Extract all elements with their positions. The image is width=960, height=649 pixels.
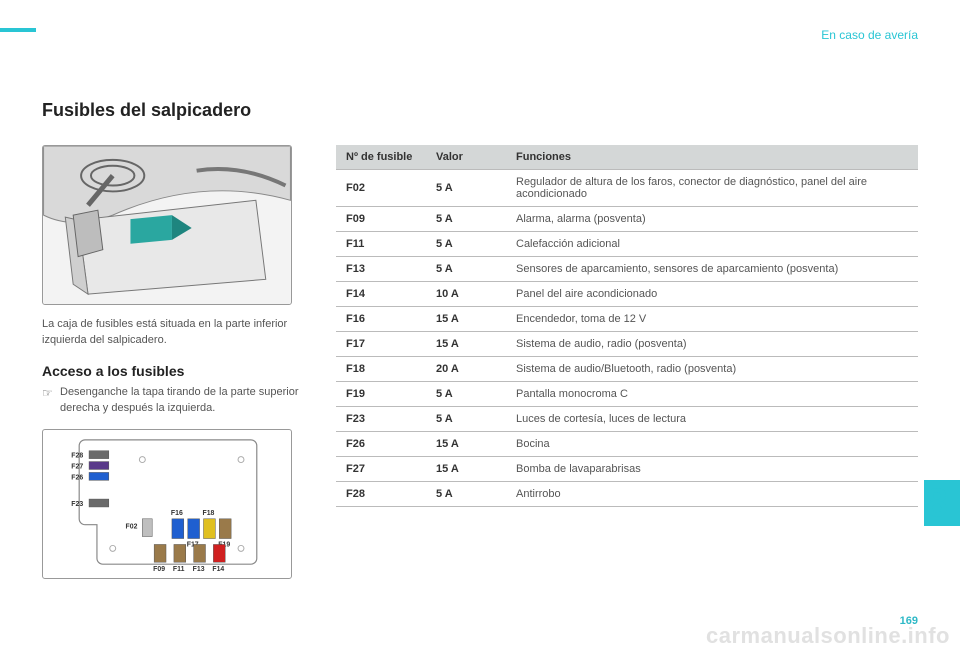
subheading-access: Acceso a los fusibles — [42, 363, 312, 379]
cell-func: Regulador de altura de los faros, conect… — [506, 170, 918, 207]
cell-func: Bocina — [506, 432, 918, 457]
cell-value: 10 A — [426, 282, 506, 307]
table-row: F1715 ASistema de audio, radio (posventa… — [336, 332, 918, 357]
cell-fuse: F17 — [336, 332, 426, 357]
table-row: F1615 AEncendedor, toma de 12 V — [336, 307, 918, 332]
svg-text:F28: F28 — [71, 452, 83, 459]
watermark: carmanualsonline.info — [706, 623, 950, 649]
table-row: F2715 ABomba de lavaparabrisas — [336, 457, 918, 482]
table-row: F1410 APanel del aire acondicionado — [336, 282, 918, 307]
cell-func: Alarma, alarma (posventa) — [506, 207, 918, 232]
th-fuse: Nº de fusible — [336, 145, 426, 170]
cell-func: Calefacción adicional — [506, 232, 918, 257]
svg-text:F11: F11 — [173, 566, 185, 573]
page-root: En caso de avería Fusibles del salpicade… — [0, 0, 960, 649]
cell-func: Pantalla monocroma C — [506, 382, 918, 407]
svg-text:F16: F16 — [171, 510, 183, 517]
cell-fuse: F11 — [336, 232, 426, 257]
fuse-table: Nº de fusible Valor Funciones F025 ARegu… — [336, 145, 918, 507]
table-row: F135 ASensores de aparcamiento, sensores… — [336, 257, 918, 282]
section-header: En caso de avería — [821, 28, 918, 42]
cell-fuse: F19 — [336, 382, 426, 407]
table-row: F285 AAntirrobo — [336, 482, 918, 507]
cell-fuse: F14 — [336, 282, 426, 307]
cell-value: 15 A — [426, 307, 506, 332]
chapter-number: 8 — [926, 480, 948, 526]
cell-value: 5 A — [426, 257, 506, 282]
cell-value: 5 A — [426, 407, 506, 432]
right-column: Nº de fusible Valor Funciones F025 ARegu… — [336, 145, 918, 579]
cell-func: Antirrobo — [506, 482, 918, 507]
cell-func: Sistema de audio, radio (posventa) — [506, 332, 918, 357]
svg-text:F26: F26 — [71, 474, 83, 481]
svg-text:F27: F27 — [71, 463, 83, 470]
table-row: F235 ALuces de cortesía, luces de lectur… — [336, 407, 918, 432]
cell-fuse: F23 — [336, 407, 426, 432]
svg-text:F13: F13 — [193, 566, 205, 573]
cell-fuse: F26 — [336, 432, 426, 457]
cell-func: Encendedor, toma de 12 V — [506, 307, 918, 332]
cell-value: 15 A — [426, 457, 506, 482]
cell-func: Bomba de lavaparabrisas — [506, 457, 918, 482]
cell-func: Luces de cortesía, luces de lectura — [506, 407, 918, 432]
cell-value: 15 A — [426, 332, 506, 357]
cell-fuse: F09 — [336, 207, 426, 232]
svg-text:F23: F23 — [71, 501, 83, 508]
edge-accent-bar — [0, 28, 36, 32]
illustration-caption: La caja de fusibles está situada en la p… — [42, 317, 312, 349]
cell-func: Sistema de audio/Bluetooth, radio (posve… — [506, 357, 918, 382]
cell-value: 5 A — [426, 170, 506, 207]
table-row: F025 ARegulador de altura de los faros, … — [336, 170, 918, 207]
fuse-layout-diagram: F28F27F26F23 F02 F16F17F18F19 F09F11F13F… — [42, 429, 292, 579]
table-header-row: Nº de fusible Valor Funciones — [336, 145, 918, 170]
svg-text:F09: F09 — [153, 566, 165, 573]
th-value: Valor — [426, 145, 506, 170]
svg-text:F14: F14 — [212, 566, 224, 573]
cell-fuse: F18 — [336, 357, 426, 382]
cell-value: 5 A — [426, 482, 506, 507]
table-row: F095 AAlarma, alarma (posventa) — [336, 207, 918, 232]
illustration-fusebox-location — [42, 145, 292, 305]
cell-value: 5 A — [426, 207, 506, 232]
page-title: Fusibles del salpicadero — [42, 100, 918, 121]
cell-func: Panel del aire acondicionado — [506, 282, 918, 307]
table-row: F195 APantalla monocroma C — [336, 382, 918, 407]
th-func: Funciones — [506, 145, 918, 170]
cell-value: 5 A — [426, 382, 506, 407]
svg-text:F18: F18 — [203, 510, 215, 517]
cell-func: Sensores de aparcamiento, sensores de ap… — [506, 257, 918, 282]
table-row: F115 ACalefacción adicional — [336, 232, 918, 257]
svg-text:F02: F02 — [126, 523, 138, 530]
cell-fuse: F28 — [336, 482, 426, 507]
content-wrap: La caja de fusibles está situada en la p… — [42, 145, 918, 579]
cell-fuse: F27 — [336, 457, 426, 482]
cell-fuse: F13 — [336, 257, 426, 282]
left-column: La caja de fusibles está situada en la p… — [42, 145, 312, 579]
table-row: F1820 ASistema de audio/Bluetooth, radio… — [336, 357, 918, 382]
cell-value: 5 A — [426, 232, 506, 257]
table-row: F2615 ABocina — [336, 432, 918, 457]
cell-fuse: F16 — [336, 307, 426, 332]
cell-fuse: F02 — [336, 170, 426, 207]
cell-value: 20 A — [426, 357, 506, 382]
cell-value: 15 A — [426, 432, 506, 457]
step-text: Desenganche la tapa tirando de la parte … — [42, 385, 312, 417]
